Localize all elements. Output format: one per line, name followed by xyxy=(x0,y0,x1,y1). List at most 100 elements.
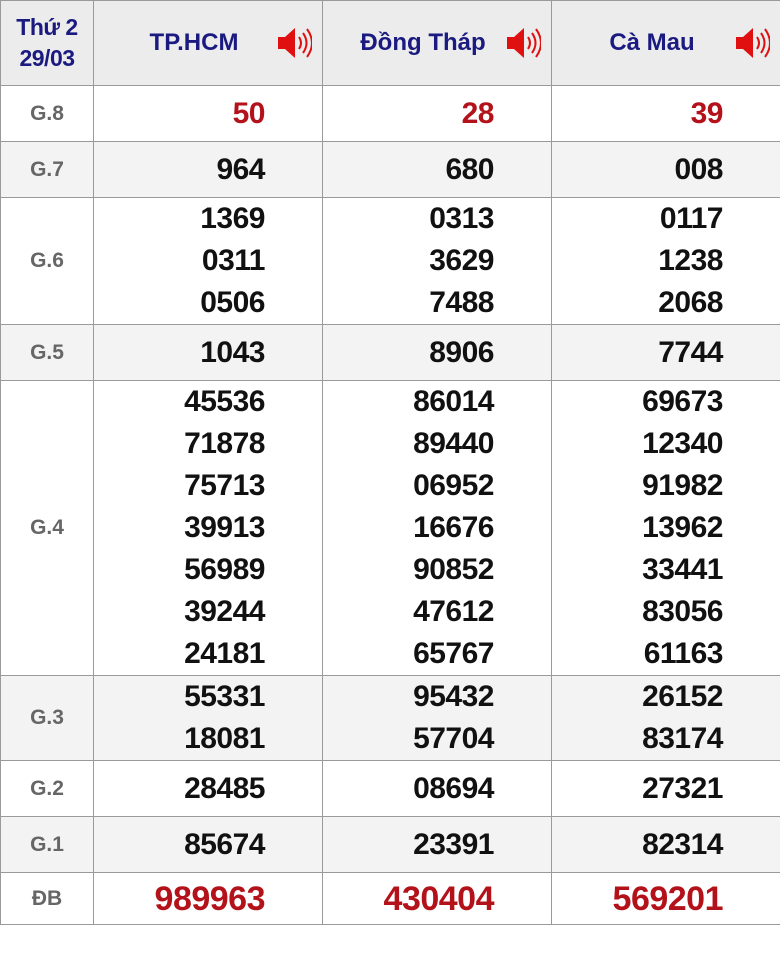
prize-label: G.1 xyxy=(0,816,94,873)
prize-cell: 1043 xyxy=(93,324,323,381)
prize-number: 2068 xyxy=(658,286,723,319)
lottery-results-table: Thứ 2 29/03 TP.HCM Đồng Tháp Cà Mau G.8 5… xyxy=(0,0,780,925)
prize-cell: 1369 0311 0506 xyxy=(93,197,323,325)
prize-number: 83056 xyxy=(642,595,723,628)
prize-cell: 7744 xyxy=(551,324,780,381)
prize-number: 964 xyxy=(216,152,265,186)
prize-row: G.2 28485 08694 27321 xyxy=(0,760,780,817)
prize-label: G.8 xyxy=(0,85,94,142)
prize-number: 56989 xyxy=(184,553,265,586)
prize-cell: 86014 89440 06952 16676 90852 47612 65767 xyxy=(322,380,552,676)
prize-cell: 26152 83174 xyxy=(551,675,780,761)
prize-label: G.3 xyxy=(0,675,94,761)
prize-number: 82314 xyxy=(642,827,723,861)
prize-number: 27321 xyxy=(642,771,723,805)
prize-number: 1369 xyxy=(200,202,265,235)
prize-row: G.6 1369 0311 0506 0313 3629 7488 0117 1238 2068 xyxy=(0,197,780,325)
prize-cell: 680 xyxy=(322,141,552,198)
prize-number: 85674 xyxy=(184,827,265,861)
prize-number: 24181 xyxy=(184,637,265,670)
weekday: Thứ 2 xyxy=(16,14,78,40)
prize-cell: 39 xyxy=(551,85,780,142)
prize-number: 008 xyxy=(674,152,723,186)
prize-label: G.7 xyxy=(0,141,94,198)
prize-number: 47612 xyxy=(413,595,494,628)
prize-cell: 27321 xyxy=(551,760,780,817)
prize-number: 13962 xyxy=(642,511,723,544)
prize-number: 95432 xyxy=(413,680,494,713)
prize-row: G.3 55331 18081 95432 57704 26152 83174 xyxy=(0,675,780,761)
prize-cell: 95432 57704 xyxy=(322,675,552,761)
prize-number: 75713 xyxy=(184,469,265,502)
prize-number: 33441 xyxy=(642,553,723,586)
prize-label: G.2 xyxy=(0,760,94,817)
prize-cell: 69673 12340 91982 13962 33441 83056 61163 xyxy=(551,380,780,676)
prize-cell: 55331 18081 xyxy=(93,675,323,761)
province-header-ca-mau: Cà Mau xyxy=(551,0,780,86)
speaker-volume-icon[interactable] xyxy=(505,26,541,60)
prize-cell: 50 xyxy=(93,85,323,142)
prize-row: G.5 1043 8906 7744 xyxy=(0,324,780,381)
prize-cell: 28485 xyxy=(93,760,323,817)
prize-number: 0506 xyxy=(200,286,265,319)
prize-number: 0117 xyxy=(659,202,724,235)
province-name: Đồng Tháp xyxy=(360,29,486,56)
prize-number: 989963 xyxy=(154,879,266,918)
date: 29/03 xyxy=(19,45,75,71)
prize-number: 1043 xyxy=(200,335,265,369)
prize-number: 7744 xyxy=(658,335,723,369)
prize-number: 45536 xyxy=(184,385,265,418)
prize-number: 61163 xyxy=(643,637,724,670)
prize-number: 569201 xyxy=(612,879,724,918)
prize-cell: 28 xyxy=(322,85,552,142)
prize-number: 50 xyxy=(232,96,266,130)
province-header-tphcm: TP.HCM xyxy=(93,0,323,86)
prize-number: 8906 xyxy=(429,335,494,369)
prize-cell: 23391 xyxy=(322,816,552,873)
prize-number: 69673 xyxy=(642,385,723,418)
prize-label: G.4 xyxy=(0,380,94,676)
prize-cell: 964 xyxy=(93,141,323,198)
prize-number: 3629 xyxy=(429,244,494,277)
prize-number: 83174 xyxy=(642,722,723,755)
prize-number: 12340 xyxy=(642,427,723,460)
speaker-volume-icon[interactable] xyxy=(734,26,770,60)
prize-row: G.1 85674 23391 82314 xyxy=(0,816,780,873)
prize-number: 680 xyxy=(445,152,494,186)
province-name: Cà Mau xyxy=(609,29,695,56)
prize-cell: 82314 xyxy=(551,816,780,873)
prize-cell: 85674 xyxy=(93,816,323,873)
prize-number: 55331 xyxy=(184,680,265,713)
prize-number: 23391 xyxy=(413,827,494,861)
prize-label: ĐB xyxy=(0,872,94,925)
draw-date-cell: Thứ 2 29/03 xyxy=(0,0,94,86)
prize-label: G.5 xyxy=(0,324,94,381)
prize-row: G.8 50 28 39 xyxy=(0,85,780,142)
prize-number: 26152 xyxy=(642,680,723,713)
prize-cell: 08694 xyxy=(322,760,552,817)
prize-number: 90852 xyxy=(413,553,494,586)
speaker-volume-icon[interactable] xyxy=(276,26,312,60)
prize-cell: 45536 71878 75713 39913 56989 39244 24181 xyxy=(93,380,323,676)
header-row: Thứ 2 29/03 TP.HCM Đồng Tháp Cà Mau xyxy=(0,0,780,86)
prize-number: 71878 xyxy=(184,427,265,460)
prize-number: 91982 xyxy=(642,469,723,502)
prize-cell: 0313 3629 7488 xyxy=(322,197,552,325)
prize-number: 08694 xyxy=(413,771,494,805)
province-header-dong-thap: Đồng Tháp xyxy=(322,0,552,86)
prize-cell: 0117 1238 2068 xyxy=(551,197,780,325)
prize-number: 39244 xyxy=(184,595,265,628)
prize-number: 57704 xyxy=(413,722,494,755)
prize-number: 0313 xyxy=(429,202,494,235)
prize-cell: 008 xyxy=(551,141,780,198)
prize-number: 06952 xyxy=(413,469,494,502)
prize-number: 28 xyxy=(461,96,495,130)
prize-number: 39913 xyxy=(184,511,265,544)
prize-number: 16676 xyxy=(413,511,494,544)
prize-number: 28485 xyxy=(184,771,265,805)
prize-number: 18081 xyxy=(184,722,265,755)
prize-number: 86014 xyxy=(413,385,494,418)
prize-cell: 569201 xyxy=(551,872,780,925)
prize-cell: 989963 xyxy=(93,872,323,925)
prize-number: 65767 xyxy=(413,637,494,670)
